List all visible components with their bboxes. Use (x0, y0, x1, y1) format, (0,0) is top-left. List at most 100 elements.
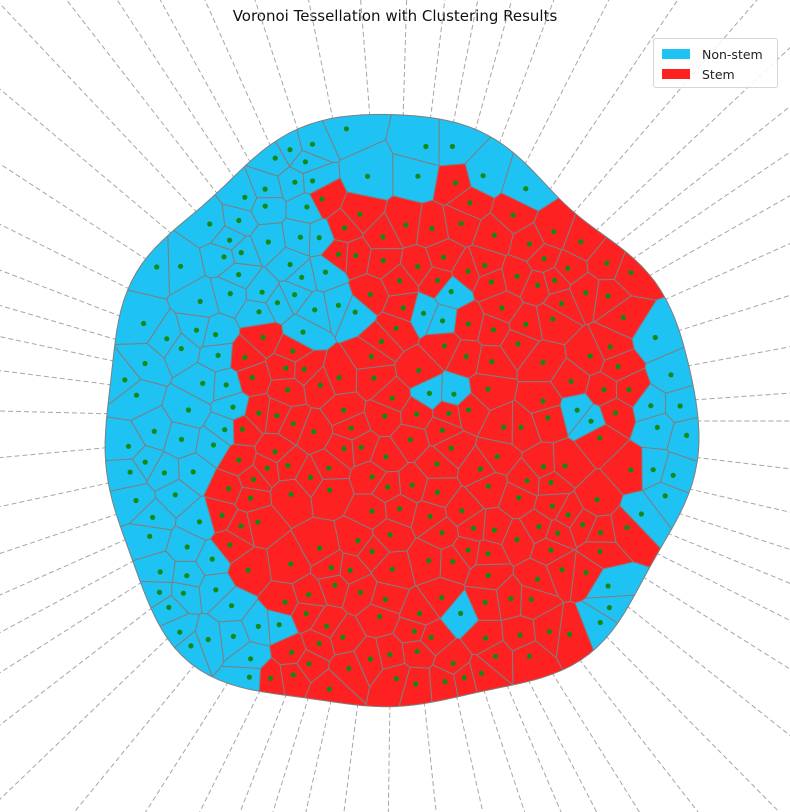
seed-point (548, 547, 554, 553)
seed-point (491, 232, 497, 238)
seed-point (480, 173, 486, 179)
seed-point (441, 343, 448, 349)
seed-point (292, 179, 298, 185)
voronoi-ray (272, 696, 310, 812)
seed-point (448, 289, 454, 295)
legend-item-non-stem: Non-stem (662, 44, 769, 64)
seed-point (482, 599, 488, 606)
voronoi-ray (663, 243, 790, 301)
seed-point (283, 365, 289, 371)
seed-point (223, 382, 229, 388)
seed-point (300, 329, 306, 335)
seed-point (178, 263, 184, 269)
seed-point (304, 204, 310, 210)
voronoi-cell-non-stem (105, 378, 168, 422)
seed-point (157, 569, 163, 575)
seed-point (662, 493, 668, 499)
seed-point (413, 681, 419, 687)
seed-point (369, 548, 375, 555)
seed-point (341, 446, 347, 452)
seed-point (612, 410, 619, 416)
voronoi-cell-stem (613, 114, 700, 301)
seed-point (287, 261, 293, 268)
seed-point (367, 291, 373, 298)
seed-point (177, 629, 183, 635)
seed-point (387, 532, 393, 538)
seed-point (236, 217, 242, 224)
seed-point (534, 576, 541, 582)
seed-point (352, 309, 358, 315)
seed-point (290, 421, 296, 427)
voronoi-ray (578, 658, 699, 812)
seed-point (393, 325, 399, 331)
seed-point (346, 665, 352, 672)
voronoi-ray (688, 488, 790, 513)
seed-point (221, 254, 227, 260)
seed-point (426, 390, 432, 396)
seed-point (328, 565, 334, 571)
seed-point (414, 411, 420, 417)
seed-point (219, 512, 225, 519)
voronoi-ray (73, 663, 196, 812)
seed-point (297, 234, 303, 240)
voronoi-cell-stem (290, 602, 326, 635)
seed-point (601, 387, 607, 393)
seed-point (427, 513, 433, 519)
seed-point (348, 425, 354, 431)
seed-point (317, 382, 323, 388)
voronoi-ray (693, 392, 790, 401)
seed-point (205, 636, 211, 643)
seed-point (461, 675, 467, 681)
voronoi-ray (0, 304, 118, 341)
voronoi-ray (614, 105, 790, 247)
seed-point (598, 530, 604, 536)
voronoi-ray (239, 693, 288, 812)
seed-point (239, 426, 245, 432)
seed-point (250, 476, 257, 483)
seed-point (322, 269, 329, 275)
seed-point (490, 327, 496, 333)
seed-point (559, 300, 565, 307)
seed-point (568, 378, 574, 384)
seed-point (648, 403, 654, 409)
seed-point (272, 155, 278, 161)
seed-point (638, 511, 645, 517)
seed-point (528, 596, 534, 602)
voronoi-cell-non-stem (105, 550, 176, 584)
seed-point (400, 305, 406, 311)
voronoi-cell-stem (246, 504, 293, 550)
voronoi-ray (116, 0, 236, 179)
seed-point (477, 466, 483, 472)
voronoi-cell-stem (501, 517, 535, 567)
voronoi-ray (145, 681, 229, 812)
seed-point (515, 341, 521, 347)
voronoi-cell-stem (371, 518, 417, 553)
seed-point (451, 391, 457, 397)
seed-point (555, 530, 561, 536)
seed-point (236, 457, 242, 463)
seed-point (434, 277, 441, 284)
voronoi-cell-stem (537, 470, 576, 496)
seed-point (426, 558, 432, 564)
voronoi-ray (548, 0, 679, 192)
voronoi-cell-non-stem (165, 525, 207, 563)
seed-point (335, 302, 341, 308)
seed-point (288, 561, 294, 567)
voronoi-ray (0, 482, 111, 508)
seed-point (420, 310, 427, 316)
seed-point (536, 524, 542, 530)
seed-point (583, 570, 589, 576)
seed-point (326, 686, 332, 692)
seed-point (319, 196, 325, 202)
voronoi-cell-stem (520, 584, 565, 621)
seed-point (151, 428, 157, 434)
seed-point (605, 293, 611, 299)
voronoi-cell-non-stem (202, 312, 241, 348)
voronoi-ray (0, 581, 143, 674)
seed-point (414, 648, 420, 654)
seed-point (467, 200, 473, 206)
seed-point (184, 573, 190, 579)
seed-point (287, 147, 293, 153)
seed-point (133, 392, 140, 398)
seed-point (236, 272, 242, 278)
